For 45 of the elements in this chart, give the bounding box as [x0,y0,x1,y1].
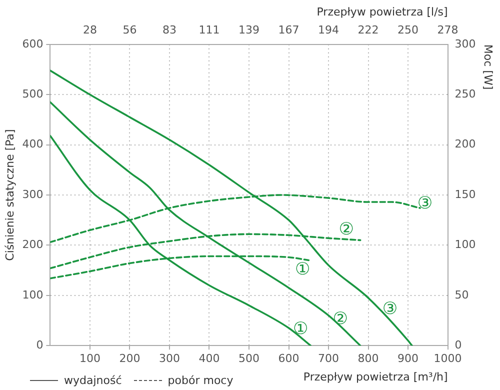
y2-tick-label: 50 [454,288,469,302]
x2-tick-label: 83 [162,24,176,37]
x-tick-label: 800 [358,352,379,366]
x-tick-label: 700 [318,352,340,366]
annotation: ① [295,260,310,280]
x2-tick-label: 111 [198,24,220,37]
x2-tick-label: 139 [238,24,260,37]
y2-tick-label: 200 [454,138,476,151]
annotation: ③ [382,299,398,320]
x-tick-label: 100 [79,352,100,366]
x-tick-label: 400 [198,352,220,366]
x-tick-label: 1000 [434,352,462,366]
text: wydajność [64,374,122,387]
text: pobór mocy [168,374,234,387]
y-tick-label: 500 [22,87,44,100]
x2-tick-label: 194 [318,24,340,37]
x2-tick-label: 222 [358,24,379,37]
x-tick-label: 200 [119,352,140,366]
x-tick-label: 900 [398,352,419,366]
y-tick-label: 0 [36,338,44,352]
y-tick-label: 200 [22,238,44,252]
x2-tick-label: 278 [437,24,458,37]
y-axis-title: Ciśnienie statyczne [Pa] [3,129,16,261]
y2-tick-label: 100 [454,238,476,252]
y2-tick-label: 250 [454,87,476,100]
y-tick-label: 600 [22,37,44,50]
x-tick-label: 500 [238,352,260,366]
x2-tick-label: 167 [278,24,300,37]
y-tick-label: 300 [22,188,44,201]
y-tick-label: 100 [22,288,44,302]
annotation: ① [293,319,308,340]
annotation: ③ [417,193,433,214]
x2-tick-label: 56 [122,24,137,37]
x2-axis-title: Przepływ powietrza [l/s] [316,5,448,18]
y-tick-label: 400 [22,138,44,151]
y2-tick-label: 300 [454,37,476,50]
x-axis-title: Przepływ powietrza [m³/h] [303,370,448,384]
x2-tick-label: 28 [82,24,97,37]
annotation: ② [338,220,354,240]
y2-axis-title: Moc [W] [482,44,495,90]
x-tick-label: 600 [278,352,300,366]
x2-tick-label: 250 [398,24,419,37]
x-tick-label: 300 [158,352,180,366]
y2-tick-label: 0 [454,338,462,352]
y2-tick-label: 150 [454,188,476,201]
